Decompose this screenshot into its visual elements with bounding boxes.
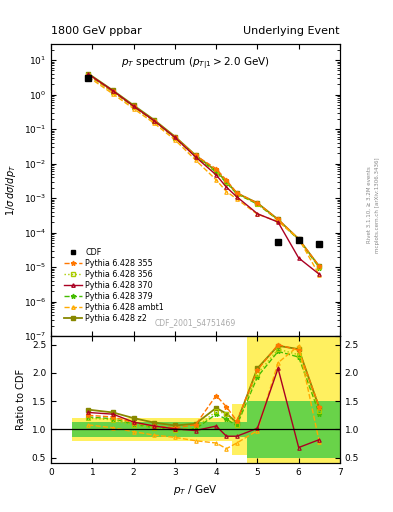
Text: $p_T$ spectrum ($p_{T|1} > 2.0$ GeV): $p_T$ spectrum ($p_{T|1} > 2.0$ GeV) (121, 55, 270, 71)
Text: CDF_2001_S4751469: CDF_2001_S4751469 (155, 318, 236, 327)
X-axis label: $p_T$ / GeV: $p_T$ / GeV (173, 483, 218, 497)
Text: 1800 GeV ppbar: 1800 GeV ppbar (51, 26, 142, 36)
Y-axis label: $1/\sigma\,d\sigma/dp_T$: $1/\sigma\,d\sigma/dp_T$ (4, 164, 18, 216)
Text: Underlying Event: Underlying Event (243, 26, 340, 36)
Legend: CDF, Pythia 6.428 355, Pythia 6.428 356, Pythia 6.428 370, Pythia 6.428 379, Pyt: CDF, Pythia 6.428 355, Pythia 6.428 356,… (61, 245, 167, 326)
Y-axis label: Ratio to CDF: Ratio to CDF (16, 369, 26, 430)
Text: Rivet 3.1.10, ≥ 3.2M events: Rivet 3.1.10, ≥ 3.2M events (367, 166, 372, 243)
Text: mcplots.cern.ch [arXiv:1306.3436]: mcplots.cern.ch [arXiv:1306.3436] (375, 157, 380, 252)
